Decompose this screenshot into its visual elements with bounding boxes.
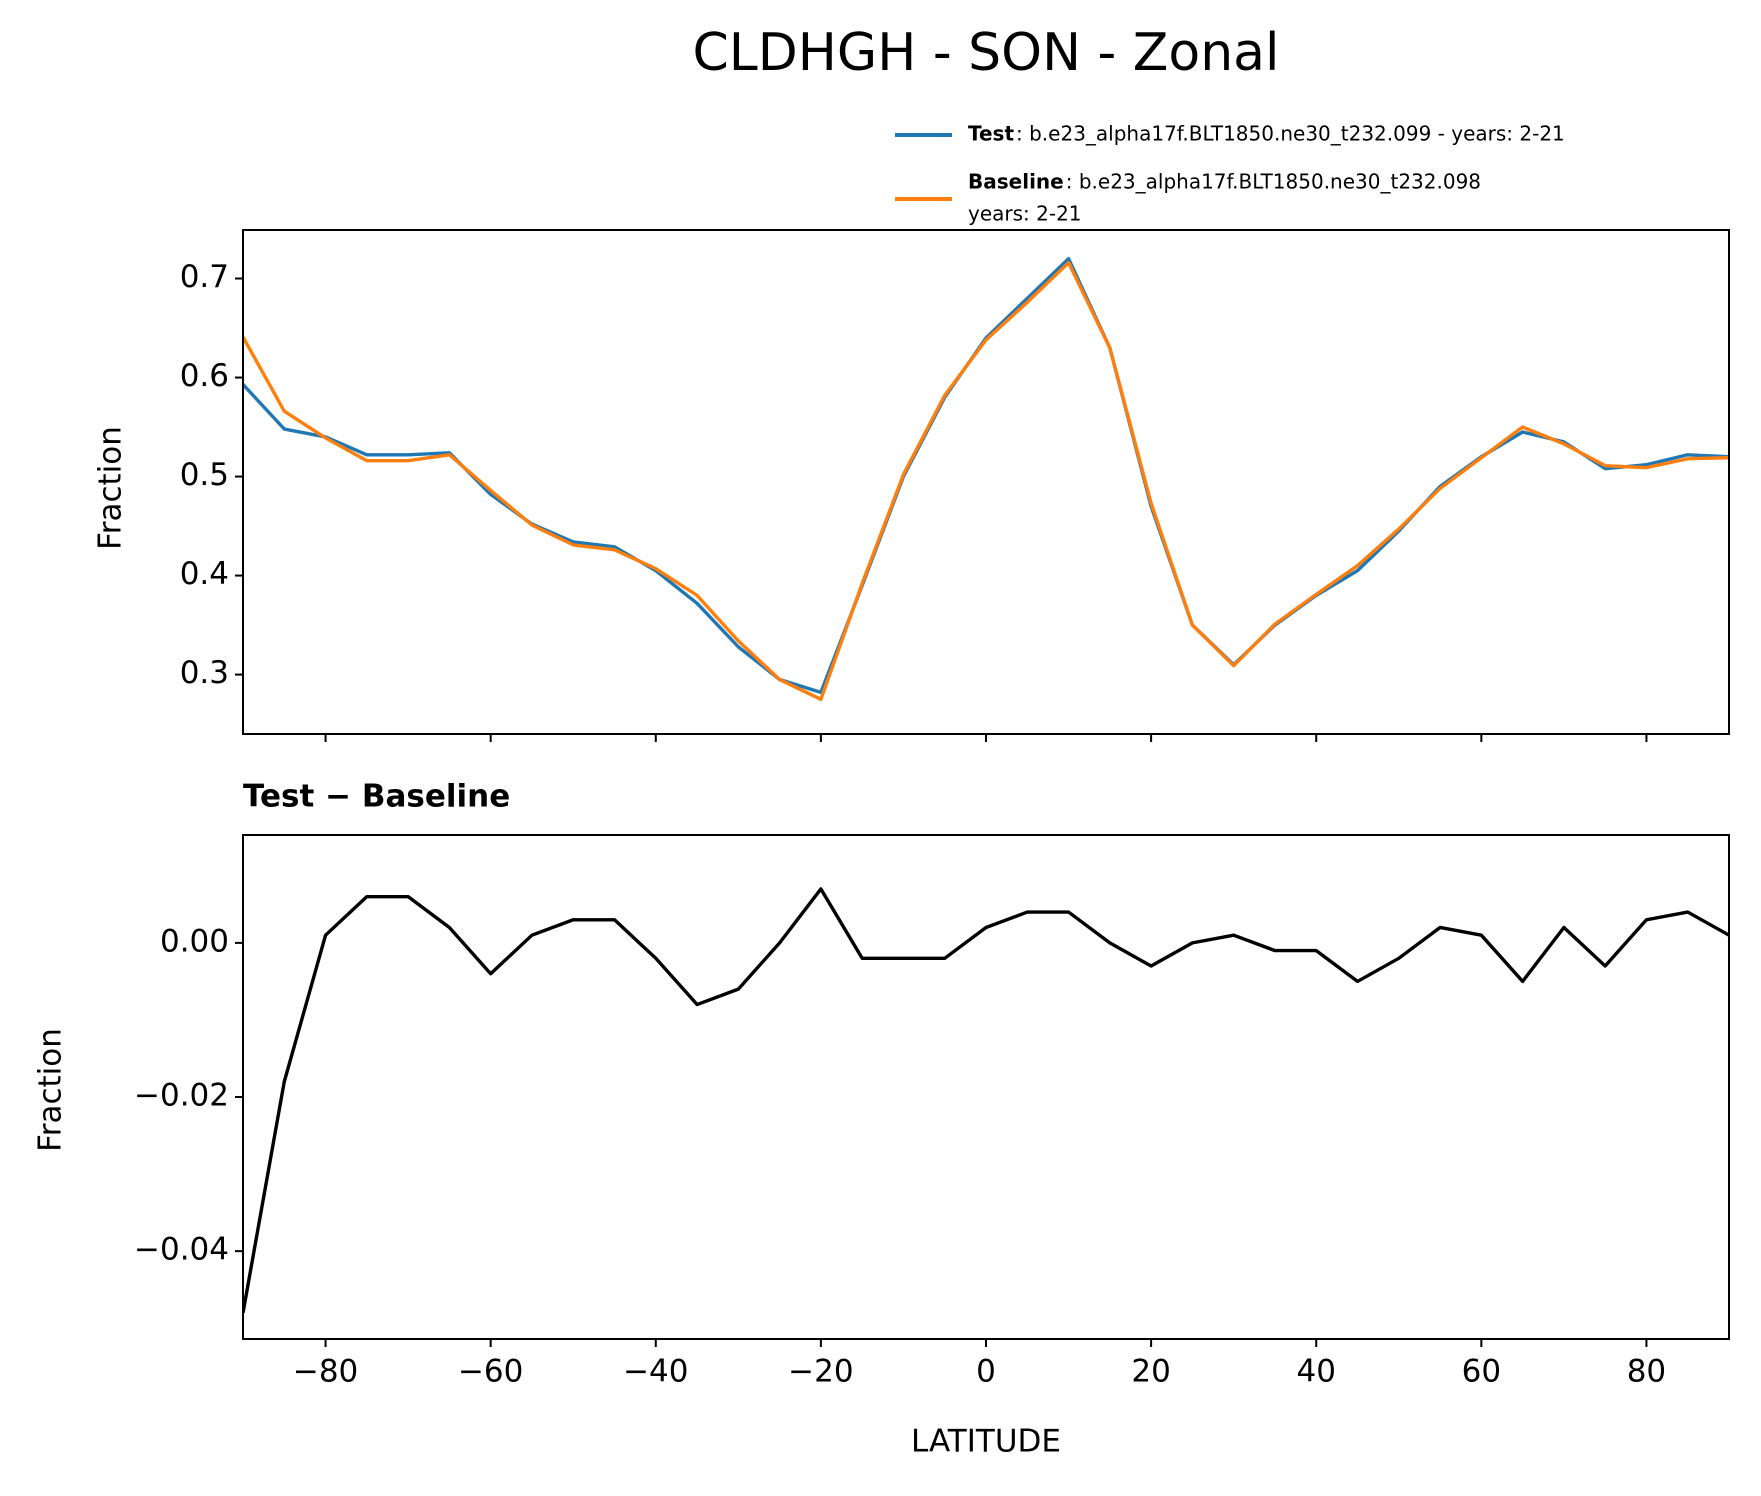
x-tick-label: 0 [976,1354,996,1390]
x-tick-label: 20 [1131,1354,1170,1390]
x-tick-label: 40 [1296,1354,1335,1390]
x-tick-label: 60 [1462,1354,1501,1390]
x-tick-label: 80 [1627,1354,1666,1390]
y-tick-label: 0.6 [180,358,229,394]
x-axis-label: LATITUDE [911,1424,1061,1460]
data-line [243,887,1729,1314]
legend-description: : b.e23_alpha17f.BLT1850.ne30_t232.098 [1066,170,1481,194]
y-tick-label: 0.00 [160,923,229,959]
chart-title: CLDHGH - SON - Zonal [692,23,1279,83]
x-tick-label: −40 [623,1354,688,1390]
x-tick-label: −60 [458,1354,523,1390]
data-line [243,260,1729,702]
plot-frame [242,834,1730,1340]
y-tick-label: 0.3 [180,655,229,691]
y-tick-label: 0.7 [180,259,229,295]
x-tick-label: −80 [293,1354,358,1390]
legend-label: Test [968,122,1014,146]
data-line [243,257,1729,695]
y-axis-label: Fraction [33,1028,69,1152]
legend-description: years: 2-21 [968,202,1082,226]
y-axis-label: Fraction [93,426,129,550]
y-tick-label: 0.4 [180,556,229,592]
plot-frame [242,229,1730,735]
legend-description: : b.e23_alpha17f.BLT1850.ne30_t232.099 -… [1016,122,1565,146]
legend-label: Baseline [968,170,1064,194]
y-tick-label: −0.02 [134,1078,229,1114]
x-tick-label: −20 [788,1354,853,1390]
subplot-title: Test − Baseline [243,779,510,815]
y-tick-label: 0.5 [180,457,229,493]
y-tick-label: −0.04 [134,1232,229,1268]
